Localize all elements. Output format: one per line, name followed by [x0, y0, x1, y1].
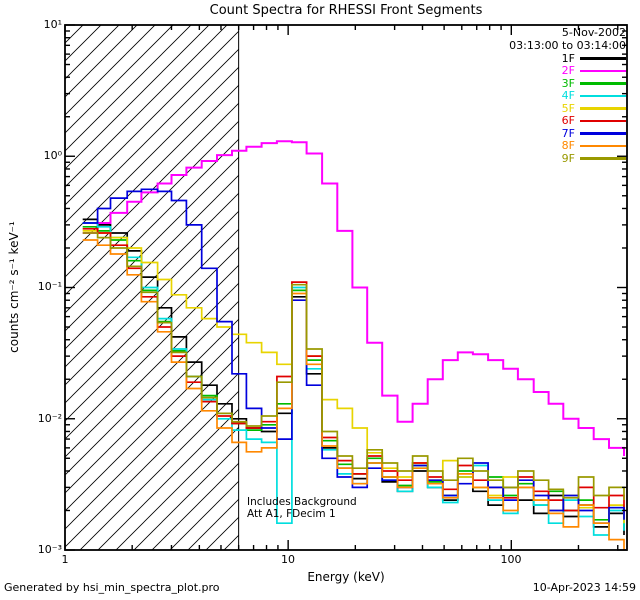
legend-color-line	[580, 144, 626, 147]
legend-time: 03:13:00 to 03:14:00	[509, 39, 626, 52]
legend-entry-5F: 5F	[509, 102, 626, 115]
legend-entry-2F: 2F	[509, 64, 626, 78]
legend-color-line	[580, 119, 626, 122]
legend-entry-7F: 7F	[509, 127, 626, 140]
series-line-8F	[82, 239, 625, 550]
legend-color-line	[580, 82, 626, 85]
y-tick-label-10e-3: 10⁻³	[37, 543, 62, 556]
y-tick-label-10e0: 10⁰	[43, 149, 62, 162]
chart-title: Count Spectra for RHESSI Front Segments	[209, 3, 483, 18]
legend-entry-1F: 1F	[509, 52, 626, 65]
y-tick-label-10e-1: 10⁻¹	[37, 280, 62, 293]
legend-color-line	[580, 157, 626, 160]
legend-color-line	[580, 69, 626, 72]
x-tick-label-100: 100	[500, 553, 522, 566]
series-line-9F	[82, 232, 625, 501]
legend-label: 8F	[561, 139, 575, 153]
legend-label: 6F	[561, 114, 575, 128]
annotation-line-2: Att A1, FDecim 1	[247, 508, 336, 520]
legend-color-line	[580, 107, 626, 110]
legend-entry-8F: 8F	[509, 139, 626, 153]
legend-color-line	[580, 57, 626, 60]
x-axis-label: Energy (keV)	[307, 570, 385, 584]
legend-label: 3F	[561, 76, 575, 90]
y-tick-label-10e1: 10¹	[43, 18, 62, 31]
x-tick-label-1: 1	[61, 553, 69, 566]
legend-label: 7F	[561, 126, 575, 140]
plot-annotation: Includes Background Att A1, FDecim 1	[247, 496, 357, 520]
series-lines	[82, 140, 625, 550]
legend-entry-6F: 6F	[509, 114, 626, 128]
footer-generator-note: Generated by hsi_min_spectra_plot.pro	[4, 581, 220, 594]
series-line-2F	[82, 140, 625, 456]
legend-color-line	[580, 94, 626, 97]
legend: 5-Nov-2002 03:13:00 to 03:14:00 1F 2F 3F 4F…	[509, 26, 626, 165]
legend-color-line	[580, 132, 626, 135]
legend-label: 4F	[561, 89, 575, 103]
legend-label: 9F	[561, 151, 575, 165]
y-tick-label-10e-2: 10⁻²	[37, 412, 62, 425]
legend-entry-9F: 9F	[509, 152, 626, 165]
legend-label: 1F	[561, 51, 575, 65]
legend-entry-3F: 3F	[509, 77, 626, 90]
legend-label: 5F	[561, 101, 575, 115]
plot-frame	[64, 24, 628, 551]
legend-label: 2F	[561, 64, 575, 78]
annotation-line-1: Includes Background	[247, 496, 357, 508]
footer-timestamp: 10-Apr-2023 14:59	[532, 581, 636, 594]
legend-entries: 1F 2F 3F 4F 5F 6F 7F 8F 9F	[509, 52, 626, 165]
legend-entry-4F: 4F	[509, 89, 626, 103]
legend-date: 5-Nov-2002	[561, 26, 626, 39]
x-tick-label-10: 10	[281, 553, 295, 566]
